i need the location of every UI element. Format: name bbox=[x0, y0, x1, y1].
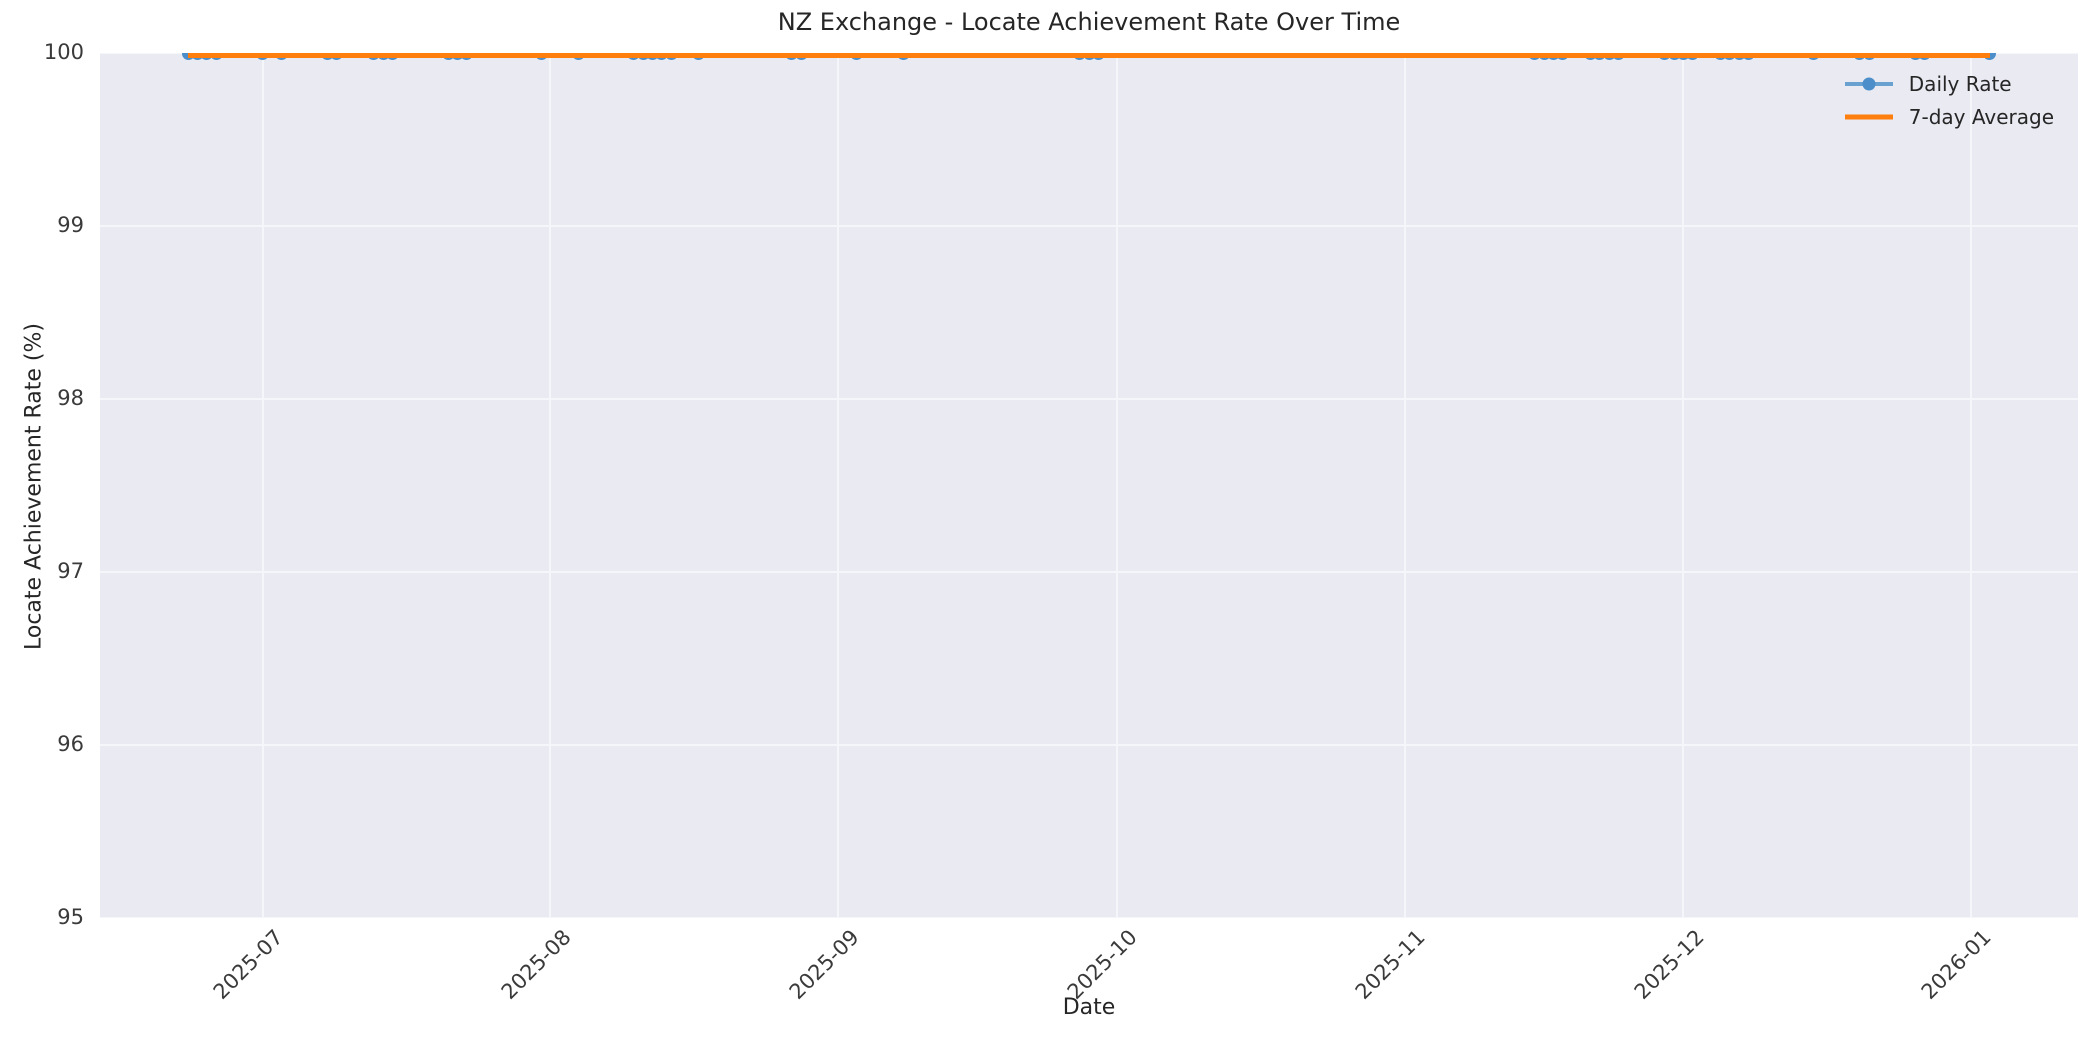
daily-rate-marker-2026-01-03 bbox=[1983, 53, 1997, 60]
y-axis-label: Locate Achievement Rate (%) bbox=[21, 323, 47, 651]
gridline-x-2025-12 bbox=[1682, 53, 1685, 918]
x-tick-2026-01: 2026-01 bbox=[1917, 925, 1997, 1005]
gridline-y-95 bbox=[100, 917, 2078, 918]
y-tick-96: 96 bbox=[57, 732, 84, 756]
x-tick-2025-10: 2025-10 bbox=[1062, 925, 1142, 1005]
x-tick-2025-08: 2025-08 bbox=[496, 925, 576, 1005]
x-tick-2025-07: 2025-07 bbox=[208, 925, 288, 1005]
gridline-x-2025-10 bbox=[1115, 53, 1118, 918]
legend-item-7day-average: 7-day Average bbox=[1844, 105, 2054, 129]
legend-item-daily-rate: Daily Rate bbox=[1844, 72, 2054, 96]
legend: Daily Rate 7-day Average bbox=[1839, 68, 2060, 133]
gridline-y-96 bbox=[100, 744, 2078, 746]
gridline-y-99 bbox=[100, 225, 2078, 227]
y-tick-98: 98 bbox=[57, 386, 84, 410]
x-tick-2025-12: 2025-12 bbox=[1629, 925, 1709, 1005]
y-tick-99: 99 bbox=[57, 213, 84, 237]
daily-rate-line-swatch bbox=[1844, 77, 1893, 91]
seven-day-average-line bbox=[188, 53, 1990, 58]
gridline-y-97 bbox=[100, 571, 2078, 573]
x-axis-label: Date bbox=[1062, 995, 1116, 1020]
gridline-x-2025-07 bbox=[261, 53, 264, 918]
chart-title: NZ Exchange - Locate Achievement Rate Ov… bbox=[777, 8, 1401, 36]
x-tick-2025-11: 2025-11 bbox=[1350, 925, 1430, 1005]
y-tick-97: 97 bbox=[57, 559, 84, 583]
legend-label-daily-rate: Daily Rate bbox=[1908, 72, 2012, 96]
legend-label-7day-average: 7-day Average bbox=[1908, 105, 2054, 129]
gridline-y-98 bbox=[100, 398, 2078, 400]
x-tick-2025-09: 2025-09 bbox=[784, 925, 864, 1005]
gridline-x-2025-08 bbox=[549, 53, 552, 918]
average-line-swatch bbox=[1844, 110, 1893, 124]
plot-area bbox=[100, 53, 2078, 918]
y-tick-95: 95 bbox=[57, 905, 84, 929]
marker-dot-icon bbox=[1862, 77, 1876, 91]
gridline-x-2025-11 bbox=[1403, 53, 1406, 918]
gridline-x-2026-01 bbox=[1970, 53, 1973, 918]
y-tick-100: 100 bbox=[43, 40, 84, 64]
gridline-x-2025-09 bbox=[837, 53, 840, 918]
